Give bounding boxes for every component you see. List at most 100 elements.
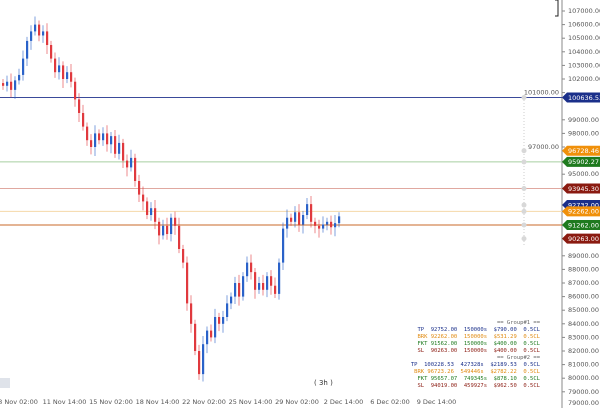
candle xyxy=(170,213,173,242)
candle xyxy=(266,272,269,298)
bottom-price-label: 79000.00 xyxy=(568,399,599,407)
candle-body xyxy=(146,201,149,215)
candle-body xyxy=(66,72,69,79)
candle-body xyxy=(50,45,53,59)
y-tick-label: 82000.00 xyxy=(568,347,599,355)
candle-body xyxy=(86,126,89,141)
candle xyxy=(114,130,117,158)
candle xyxy=(18,68,21,85)
price-tag-label: 92262.00 xyxy=(568,208,599,216)
y-tick-label: 79000.00 xyxy=(568,388,599,396)
level-marker xyxy=(521,202,527,208)
legend-row: FKT 95657.07 749345s $878.10 0.5CL xyxy=(417,376,540,382)
legend-row: BRK 92262.00 150000s $531.29 0.5CL xyxy=(417,334,540,340)
price-tag-bg xyxy=(562,145,600,156)
legend-row: TP 92752.00 150000s $790.00 0.5CL xyxy=(417,327,540,333)
candle-body xyxy=(114,136,117,154)
price-tag: 96728.46 xyxy=(562,145,600,156)
price-tag-label: 90263.00 xyxy=(568,235,599,243)
x-tick-label: 8 Nov 02:00 xyxy=(0,398,38,406)
candle xyxy=(290,213,293,226)
candle-body xyxy=(58,65,61,73)
candle-body xyxy=(110,136,113,145)
timeframe-button[interactable]: ( 3h ) xyxy=(314,379,333,387)
candle xyxy=(298,204,301,232)
candle xyxy=(58,57,61,80)
y-tick-label: 87000.00 xyxy=(568,279,599,287)
bracket-mark xyxy=(555,0,559,17)
candle xyxy=(318,219,321,238)
candle xyxy=(146,197,149,220)
candle-body xyxy=(178,225,181,249)
price-tag-label: 92732.00 xyxy=(568,201,599,209)
candle-body xyxy=(254,272,257,290)
candle-body xyxy=(2,83,5,86)
candle xyxy=(34,16,37,36)
candle-body xyxy=(302,215,305,225)
candle-body xyxy=(334,223,337,228)
candle-body xyxy=(258,283,261,290)
candle xyxy=(74,77,77,107)
candle-body xyxy=(214,317,217,338)
candle-body xyxy=(206,330,209,345)
x-tick-label: 22 Nov 02:00 xyxy=(182,398,226,406)
price-tag: 100636.53 xyxy=(562,92,600,103)
price-tag-label: 95902.27 xyxy=(568,158,599,166)
candle xyxy=(330,215,333,235)
candle xyxy=(154,200,157,230)
legend-row: TP 100228.53 427328s $2189.53 0.5CL xyxy=(410,362,540,368)
candle-body xyxy=(42,31,45,36)
candle-body xyxy=(306,204,309,215)
candle xyxy=(46,23,49,54)
level-marker xyxy=(521,95,527,101)
candle xyxy=(202,336,205,382)
price-tag: 93945.30 xyxy=(562,183,600,194)
candle xyxy=(102,127,105,146)
x-tick-label: 11 Nov 14:00 xyxy=(43,398,87,406)
y-tick-label: 83000.00 xyxy=(568,333,599,341)
level-marker xyxy=(521,222,527,228)
candle xyxy=(126,154,129,177)
candle-body xyxy=(218,317,221,324)
candle xyxy=(210,324,213,342)
candle xyxy=(110,132,113,154)
x-tick-label: 2 Dec 14:00 xyxy=(324,398,364,406)
price-tag-bg xyxy=(562,183,600,194)
candle-body xyxy=(186,262,189,304)
candle xyxy=(158,217,161,245)
y-tick-label: 98000.00 xyxy=(568,129,599,137)
candle-body xyxy=(34,24,37,32)
candle-body xyxy=(262,283,265,290)
candle-body xyxy=(106,133,109,145)
price-tag: 91262.00 xyxy=(562,220,600,231)
level-marker xyxy=(521,159,527,165)
candle xyxy=(302,210,305,234)
settings-corner-button[interactable] xyxy=(0,378,10,388)
candle-body xyxy=(14,80,17,90)
candle-body xyxy=(310,204,313,222)
candle xyxy=(10,73,13,98)
candle-body xyxy=(238,283,241,297)
candle-body xyxy=(290,217,293,222)
candle-body xyxy=(162,225,165,236)
candle-body xyxy=(322,224,325,229)
candle xyxy=(166,217,169,240)
candle-body xyxy=(158,221,161,236)
candle-body xyxy=(102,133,105,141)
candle xyxy=(106,125,109,152)
candle xyxy=(262,274,265,296)
candle xyxy=(30,25,33,50)
x-tick-label: 29 Nov 02:00 xyxy=(275,398,319,406)
candle-body xyxy=(82,113,85,127)
candle xyxy=(38,20,41,42)
candle xyxy=(214,308,217,344)
price-tag-label: 100636.53 xyxy=(568,94,600,102)
price-tag-bg xyxy=(562,92,600,103)
candle-body xyxy=(190,303,193,324)
y-tick-label: 104000.00 xyxy=(568,48,600,56)
candle-body xyxy=(74,81,77,100)
candle-body xyxy=(338,216,341,224)
candle-body xyxy=(234,283,237,297)
y-tick-label: 103000.00 xyxy=(568,61,600,69)
